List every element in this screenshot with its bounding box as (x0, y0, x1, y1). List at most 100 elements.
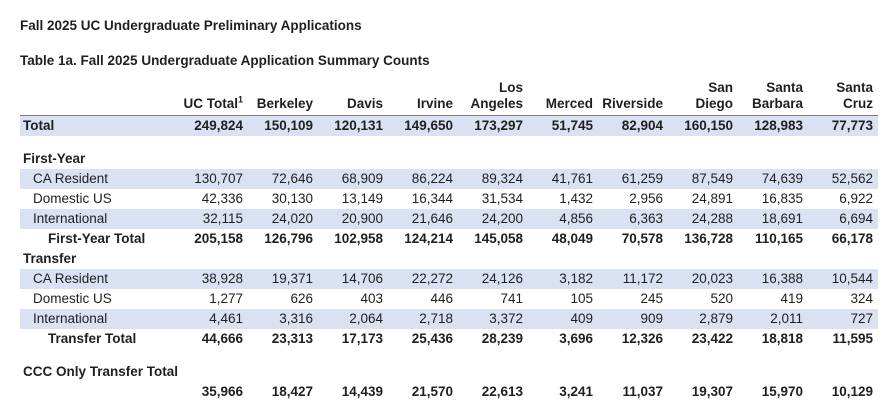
cell-value: 909 (598, 309, 668, 329)
cell-value: 28,239 (481, 331, 523, 346)
cell-value (248, 362, 318, 382)
cell-value (808, 249, 878, 269)
cell-value (598, 149, 668, 169)
cell-value (528, 249, 598, 269)
row-label: First-Year (23, 151, 86, 166)
cell-value: 38,928 (178, 269, 248, 289)
cell-value: 24,020 (248, 209, 318, 229)
table-header: UC Total1 Berkeley Davis Irvine Los Angeles Me… (20, 80, 878, 116)
cell-value: 87,549 (668, 169, 738, 189)
cell-value: 15,970 (761, 384, 803, 399)
cell-value: 3,241 (559, 384, 593, 399)
cell-value: 66,178 (831, 231, 873, 246)
cell-value (808, 362, 878, 382)
cell-value: 145,058 (474, 231, 523, 246)
row-label (20, 382, 178, 402)
row-label-column-header (20, 80, 178, 116)
spacer-cell (20, 349, 878, 362)
table-row-transfer-total: Transfer Total 44,666 23,313 17,173 25,436 28… (20, 329, 878, 349)
footnote-marker: 1 (237, 94, 243, 105)
row-label: CA Resident (20, 269, 178, 289)
cell-value: 205,158 (194, 231, 243, 246)
table-row-values-only: 35,966 18,427 14,439 21,570 22,613 3,241 11,03… (20, 382, 878, 402)
row-label: International (20, 309, 178, 329)
cell-value: 42,336 (201, 191, 243, 206)
cell-value (248, 249, 318, 269)
cell-value: 160,150 (668, 115, 738, 136)
cell-value: 1,432 (559, 191, 593, 206)
table-row-domestic-us: Domestic US 1,277 626 403 446 741 105 245 520 419… (20, 289, 878, 309)
cell-value: 30,130 (271, 191, 313, 206)
cell-value (318, 149, 388, 169)
cell-value: 13,149 (341, 191, 383, 206)
cell-value: 20,023 (668, 269, 738, 289)
cell-value: 16,388 (738, 269, 808, 289)
cell-value: 24,200 (458, 209, 528, 229)
cell-value: 19,307 (691, 384, 733, 399)
cell-value: 130,707 (178, 169, 248, 189)
cell-value: 6,922 (839, 191, 873, 206)
table-row-first-year-total: First-Year Total 205,158 126,796 102,958 124… (20, 229, 878, 249)
cell-value (388, 249, 458, 269)
row-label: International (20, 209, 178, 229)
cell-value: 89,324 (458, 169, 528, 189)
cell-value (318, 362, 388, 382)
cell-value: 70,578 (621, 231, 663, 246)
cell-value: 126,796 (264, 231, 313, 246)
cell-value (178, 249, 248, 269)
cell-value (668, 249, 738, 269)
cell-value: 16,344 (411, 191, 453, 206)
cell-value: 24,288 (668, 209, 738, 229)
cell-value: 6,363 (598, 209, 668, 229)
cell-value: 136,728 (684, 231, 733, 246)
cell-value: 21,570 (411, 384, 453, 399)
cell-value: 12,326 (621, 331, 663, 346)
cell-value (668, 149, 738, 169)
table-row-transfer: Transfer (20, 249, 878, 269)
cell-value: 124,214 (404, 231, 453, 246)
column-header-berkeley: Berkeley (248, 80, 318, 116)
column-header-riverside: Riverside (598, 80, 668, 116)
cell-value: 51,745 (528, 115, 598, 136)
cell-value: 25,436 (411, 331, 453, 346)
cell-value: 19,371 (248, 269, 318, 289)
cell-value: 3,316 (248, 309, 318, 329)
cell-value: 4,461 (178, 309, 248, 329)
cell-value: 173,297 (458, 115, 528, 136)
cell-value: 403 (360, 291, 383, 306)
cell-value: 741 (500, 291, 523, 306)
table-row-ca-resident: CA Resident 130,707 72,646 68,909 86,224 89,3… (20, 169, 878, 189)
cell-value: 419 (780, 291, 803, 306)
cell-value: 520 (710, 291, 733, 306)
row-label: CCC Only Transfer Total (23, 364, 178, 379)
cell-value: 74,639 (738, 169, 808, 189)
cell-value: 128,983 (738, 115, 808, 136)
cell-value (738, 362, 808, 382)
cell-value: 2,879 (668, 309, 738, 329)
row-label: Transfer Total (48, 331, 137, 346)
cell-value: 11,172 (598, 269, 668, 289)
cell-value: 22,613 (481, 384, 523, 399)
column-header-merced: Merced (528, 80, 598, 116)
column-header-santa-cruz: Santa Cruz (808, 80, 878, 116)
cell-value: 446 (430, 291, 453, 306)
cell-value (528, 149, 598, 169)
cell-value: 72,646 (248, 169, 318, 189)
cell-value: 14,439 (341, 384, 383, 399)
cell-value: 68,909 (318, 169, 388, 189)
row-label: Total (20, 115, 178, 136)
row-label: Domestic US (33, 291, 112, 306)
row-label: Domestic US (33, 191, 112, 206)
cell-value: 2,011 (738, 309, 808, 329)
cell-value (178, 362, 248, 382)
column-header-los-angeles: Los Angeles (458, 80, 528, 116)
cell-value: 626 (290, 291, 313, 306)
column-header-irvine: Irvine (388, 80, 458, 116)
cell-value: 10,544 (808, 269, 878, 289)
cell-value: 23,422 (691, 331, 733, 346)
cell-value (178, 149, 248, 169)
document-title: Fall 2025 UC Undergraduate Preliminary A… (20, 18, 362, 33)
cell-value: 11,595 (832, 331, 873, 346)
table-row-international: International 32,115 24,020 20,900 21,646 24,… (20, 209, 878, 229)
